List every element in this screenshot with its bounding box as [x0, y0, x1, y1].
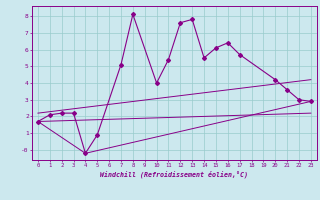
X-axis label: Windchill (Refroidissement éolien,°C): Windchill (Refroidissement éolien,°C) — [100, 170, 248, 178]
